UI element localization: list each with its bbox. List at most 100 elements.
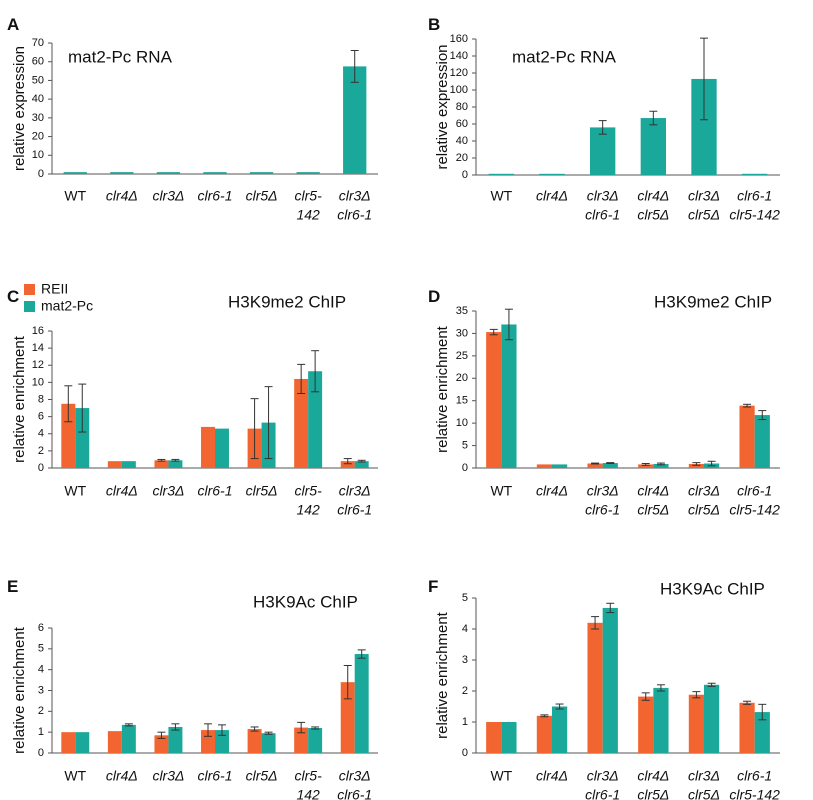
panel-f-y-tick-label: 2	[462, 685, 468, 697]
panel-f-y-tick-label: 5	[462, 592, 468, 604]
panel-a-x-tick-label: WT	[64, 188, 86, 204]
panel-d-y-tick-label: 30	[456, 327, 468, 339]
panel-a-x-tick-label: clr3Δ	[152, 188, 184, 204]
panel-e-x-tick-label: clr3Δ	[152, 768, 184, 784]
panel-b-y-tick-label: 0	[462, 169, 468, 181]
panel-c-legend-label: mat2-Pc	[41, 298, 93, 314]
panel-a-letter: A	[7, 15, 19, 34]
panel-f-bar	[754, 712, 770, 753]
panel-f-bar	[501, 722, 517, 753]
panel-d-x-tick-label: clr4Δ	[637, 483, 669, 499]
panel-b-letter: B	[428, 15, 440, 34]
panel-d-y-tick-label: 35	[456, 305, 468, 317]
panel-c-x-tick-label: clr4Δ	[106, 483, 138, 499]
panel-d-title: H3K9me2 ChIP	[654, 292, 772, 311]
panel-e-y-tick-label: 2	[38, 705, 44, 717]
panel-c-y-tick-label: 12	[32, 359, 44, 371]
panel-f-x-tick-label: clr5-142	[729, 787, 780, 800]
panel-f-x-tick-label: clr4Δ	[637, 768, 669, 784]
panel-f-bar	[602, 607, 618, 753]
panel-e-bar	[168, 726, 183, 753]
panel-f-x-tick-label: clr5Δ	[637, 787, 669, 800]
panel-e-bar	[340, 682, 355, 753]
panel-a-y-tick-label: 0	[38, 168, 44, 180]
panel-b-x-tick-label: clr3Δ	[587, 188, 619, 204]
panel-c-bar	[75, 408, 90, 468]
panel-f-x-tick-label: clr4Δ	[536, 768, 568, 784]
panel-c-y-tick-label: 16	[32, 325, 44, 337]
panel-a-x-tick-label: clr3Δ	[339, 188, 371, 204]
panel-b-y-tick-label: 100	[450, 84, 468, 96]
panel-e-bar	[215, 730, 229, 753]
panel-e-x-tick-label: clr6-1	[337, 787, 372, 800]
panel-b-bar	[640, 118, 666, 175]
panel-b-y-tick-label: 160	[450, 33, 468, 45]
panel-c-x-tick-label: 142	[296, 502, 320, 518]
panel-b-y-tick-label: 140	[450, 50, 468, 62]
panel-a-bar	[203, 172, 227, 174]
panel-b-bar	[488, 173, 514, 175]
panel-d-y-axis-label: relative enrichment	[434, 325, 451, 453]
panel-c-y-tick-label: 2	[38, 445, 44, 457]
panel-e-bar	[261, 733, 276, 753]
panel-e-y-tick-label: 3	[38, 684, 44, 696]
panel-b-y-tick-label: 80	[456, 101, 468, 113]
panel-f-bar	[688, 694, 704, 753]
panel-a-y-tick-label: 20	[32, 130, 44, 142]
panel-c-bar	[340, 461, 355, 468]
panel-c-bar	[294, 378, 309, 468]
panel-d-x-tick-label: clr4Δ	[536, 483, 568, 499]
panel-f-y-tick-label: 4	[462, 623, 468, 635]
panel-f-bar	[552, 706, 568, 753]
panel-c-y-tick-label: 8	[38, 393, 44, 405]
panel-d-letter: D	[428, 287, 440, 306]
panel-c-x-tick-label: clr5Δ	[246, 483, 278, 499]
panel-c-x-tick-label: clr6-1	[337, 502, 372, 518]
panel-d-bar	[754, 415, 770, 468]
panel-c-bar	[154, 460, 169, 468]
panel-d-x-tick-label: WT	[490, 483, 512, 499]
panel-e-letter: E	[7, 577, 18, 596]
panel-b-bar	[742, 173, 768, 175]
panel-a-y-tick-label: 30	[32, 112, 44, 124]
panel-c-x-tick-label: clr3Δ	[152, 483, 184, 499]
panel-e-bar	[308, 728, 323, 753]
panel-c-y-tick-label: 14	[32, 342, 44, 354]
panel-e-bar	[107, 731, 122, 753]
panel-c-bar	[215, 428, 229, 468]
panel-b-x-tick-label: clr5Δ	[637, 207, 669, 223]
panel-c-x-tick-label: clr3Δ	[339, 483, 371, 499]
panel-f-x-tick-label: clr6-1	[585, 787, 620, 800]
panel-e-bar	[121, 724, 136, 753]
panel-f-x-tick-label: WT	[490, 768, 512, 784]
panel-c-bar	[308, 371, 323, 468]
panel-d-bar	[688, 463, 704, 468]
panel-b-title: mat2-Pc RNA	[512, 47, 617, 66]
panel-f-y-tick-label: 1	[462, 716, 468, 728]
panel-c-x-tick-label: clr5-	[295, 483, 323, 499]
panel-f-y-tick-label: 3	[462, 654, 468, 666]
panel-c-y-tick-label: 4	[38, 428, 44, 440]
panel-f-title: H3K9Ac ChIP	[660, 579, 765, 598]
panel-e-title: H3K9Ac ChIP	[253, 592, 358, 611]
panel-e-bar	[154, 735, 169, 753]
panel-b-x-tick-label: WT	[490, 188, 512, 204]
panel-d-bar	[486, 332, 502, 468]
panel-b-y-tick-label: 40	[456, 135, 468, 147]
panel-d-bar	[653, 463, 669, 468]
panel-a-x-tick-label: clr5-	[295, 188, 323, 204]
panel-a-x-tick-label: clr4Δ	[106, 188, 138, 204]
panel-a-bar	[296, 172, 320, 174]
panel-a-y-tick-label: 10	[32, 149, 44, 161]
panel-d-bar	[638, 464, 654, 468]
panel-c-bar	[107, 461, 122, 468]
panel-e-y-tick-label: 5	[38, 643, 44, 655]
panel-b-x-tick-label: clr6-1	[737, 188, 772, 204]
panel-e-y-tick-label: 0	[38, 747, 44, 759]
panel-e-bar	[75, 732, 90, 753]
panel-d-y-tick-label: 10	[456, 417, 468, 429]
panel-c-bar	[201, 426, 215, 468]
panel-b-bar	[590, 127, 616, 175]
panel-d-y-tick-label: 0	[462, 462, 468, 474]
